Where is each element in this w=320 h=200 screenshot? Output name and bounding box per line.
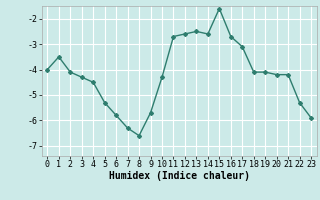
X-axis label: Humidex (Indice chaleur): Humidex (Indice chaleur) xyxy=(109,171,250,181)
